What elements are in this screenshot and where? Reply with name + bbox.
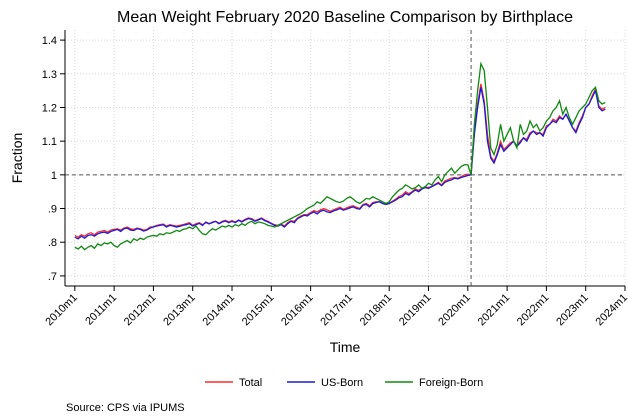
y-tick-label: 1.1 (42, 136, 57, 148)
y-tick-label: 1.4 (42, 35, 57, 47)
series-line (74, 61, 606, 251)
y-tick-label: .7 (48, 271, 57, 283)
legend-label: Foreign-Born (419, 377, 483, 389)
y-tick-label: 1.2 (42, 102, 57, 114)
y-tick-label: 1 (51, 170, 57, 182)
chart-title: Mean Weight February 2020 Baseline Compa… (117, 9, 573, 26)
legend-label: US-Born (321, 377, 363, 389)
x-axis-title: Time (330, 339, 361, 355)
y-tick-label: 1.3 (42, 69, 57, 81)
y-axis-title: Fraction (9, 133, 25, 184)
legend-label: Total (239, 377, 262, 389)
y-tick-label: .8 (48, 237, 57, 249)
y-tick-label: .9 (48, 204, 57, 216)
source-note: Source: CPS via IPUMS (66, 402, 185, 414)
